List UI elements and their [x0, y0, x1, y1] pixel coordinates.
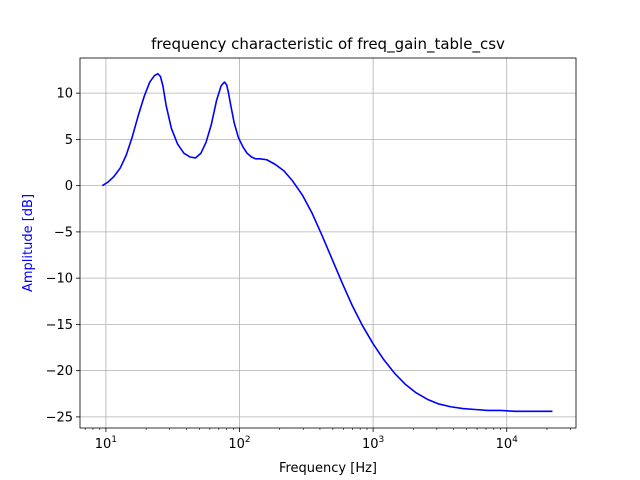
grid — [80, 58, 576, 428]
axes-frame — [79, 57, 577, 429]
plot-area — [101, 72, 553, 413]
chart-title: frequency characteristic of freq_gain_ta… — [151, 35, 505, 54]
y-tick-label: 10 — [56, 87, 73, 102]
y-tick-label: 0 — [65, 179, 73, 194]
y-tick-label: −5 — [54, 225, 73, 240]
y-tick-label: −15 — [46, 318, 73, 333]
x-tick-label: 103 — [362, 435, 384, 452]
series-line — [101, 72, 553, 413]
x-axis-label: Frequency [Hz] — [279, 461, 377, 476]
y-tick-label: −25 — [46, 410, 73, 425]
y-axis: 10 5 0 −5 −10 −15 −20 −25 — [46, 87, 80, 425]
y-axis-label: Amplitude [dB] — [21, 194, 36, 292]
y-tick-label: −20 — [46, 364, 73, 379]
x-tick-label: 101 — [95, 435, 117, 452]
x-tick-label: 104 — [496, 435, 519, 452]
y-tick-label: −10 — [46, 272, 73, 287]
x-axis: 101 102 103 104 — [84, 428, 571, 452]
x-tick-label: 102 — [228, 435, 250, 452]
y-tick-label: 5 — [65, 133, 73, 148]
